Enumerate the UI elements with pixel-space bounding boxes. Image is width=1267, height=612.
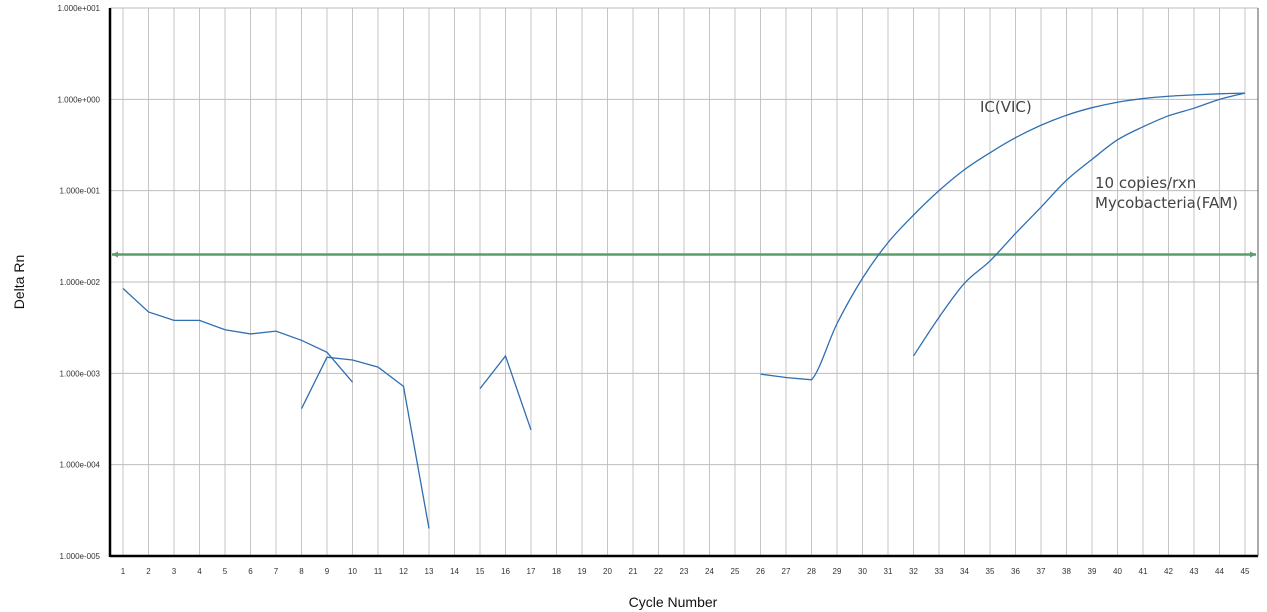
x-tick-label: 16	[501, 567, 510, 576]
x-tick-label: 24	[705, 567, 714, 576]
x-tick-label: 15	[476, 567, 485, 576]
x-tick-label: 27	[782, 567, 791, 576]
x-tick-label: 7	[274, 567, 279, 576]
x-tick-label: 42	[1164, 567, 1173, 576]
x-tick-label: 36	[1011, 567, 1020, 576]
x-tick-label: 28	[807, 567, 816, 576]
annotation-ic-vic: IC(VIC)	[980, 98, 1032, 116]
x-tick-label: 5	[223, 567, 228, 576]
annotation-copies: 10 copies/rxn	[1095, 174, 1196, 192]
x-tick-label: 26	[756, 567, 765, 576]
y-tick-label: 1.000e-005	[60, 552, 101, 561]
x-tick-label: 40	[1113, 567, 1122, 576]
x-tick-label: 23	[680, 567, 689, 576]
x-tick-label: 34	[960, 567, 969, 576]
x-tick-label: 2	[146, 567, 151, 576]
x-tick-label: 38	[1062, 567, 1071, 576]
x-tick-label: 17	[527, 567, 536, 576]
x-tick-label: 22	[654, 567, 663, 576]
x-tick-label: 44	[1215, 567, 1224, 576]
x-tick-label: 33	[935, 567, 944, 576]
x-tick-label: 37	[1037, 567, 1046, 576]
x-tick-label: 1	[121, 567, 126, 576]
threshold-arrow-right	[1250, 251, 1256, 258]
tick-labels: 1 2 3 4 5 6 7 8 9 10 11 12 13 14 15 16 17 18 19 20 21 22 23 24 2…	[58, 4, 1250, 576]
series-line-baseline	[122, 287, 353, 383]
x-tick-label: 30	[858, 567, 867, 576]
x-tick-label: 11	[374, 567, 383, 576]
x-tick-label: 6	[248, 567, 253, 576]
series-line-mycobacteria-fam-	[912, 92, 1246, 357]
x-tick-label: 19	[578, 567, 587, 576]
y-tick-label: 1.000e-002	[60, 278, 101, 287]
x-tick-label: 35	[986, 567, 995, 576]
grid	[110, 7, 1258, 557]
y-axis-title: Delta Rn	[11, 255, 27, 309]
x-tick-label: 29	[833, 567, 842, 576]
x-tick-label: 41	[1139, 567, 1148, 576]
x-tick-label: 18	[552, 567, 561, 576]
y-tick-label: 1.000e+001	[58, 4, 101, 13]
x-tick-label: 39	[1088, 567, 1097, 576]
x-tick-label: 21	[629, 567, 638, 576]
y-tick-label: 1.000e-001	[60, 187, 101, 196]
y-tick-label: 1.000e+000	[58, 95, 101, 104]
x-tick-label: 43	[1190, 567, 1199, 576]
x-tick-label: 8	[299, 567, 304, 576]
y-tick-label: 1.000e-004	[60, 461, 101, 470]
x-tick-label: 4	[197, 567, 202, 576]
x-tick-label: 12	[399, 567, 408, 576]
axes	[108, 8, 1259, 558]
x-tick-label: 3	[172, 567, 177, 576]
series-line-baseline	[300, 356, 430, 529]
x-tick-label: 25	[731, 567, 740, 576]
x-tick-label: 10	[348, 567, 357, 576]
x-tick-label: 45	[1241, 567, 1250, 576]
x-tick-label: 9	[325, 567, 330, 576]
threshold-line[interactable]	[112, 251, 1256, 258]
x-axis-title: Cycle Number	[629, 594, 718, 610]
x-tick-label: 20	[603, 567, 612, 576]
series-line-ic-vic-	[760, 92, 1246, 381]
annotation-fam: Mycobacteria(FAM)	[1095, 194, 1238, 212]
y-tick-label: 1.000e-003	[60, 369, 101, 378]
x-tick-label: 31	[884, 567, 893, 576]
series-lines	[122, 92, 1246, 529]
x-tick-label: 14	[450, 567, 459, 576]
threshold-arrow-left	[112, 251, 118, 258]
series-line-baseline	[479, 354, 532, 431]
x-tick-label: 32	[909, 567, 918, 576]
x-tick-label: 13	[425, 567, 434, 576]
